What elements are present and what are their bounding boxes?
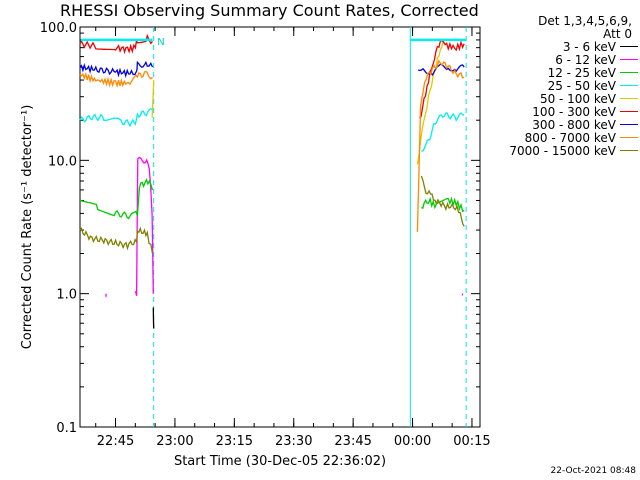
legend-swatch xyxy=(620,85,638,86)
series-300-800-kev xyxy=(79,60,154,79)
legend-item: 12 - 25 keV xyxy=(480,65,638,80)
legend-swatch xyxy=(620,150,638,151)
legend-label: 3 - 6 keV xyxy=(562,39,616,54)
y-axis-label: Corrected Count Rate (s⁻¹ detector⁻¹) xyxy=(20,104,35,350)
legend-swatch xyxy=(620,137,638,138)
legend-item: 25 - 50 keV xyxy=(480,78,638,93)
legend-label: 12 - 25 keV xyxy=(547,65,616,80)
legend-label: 25 - 50 keV xyxy=(547,78,616,93)
legend-swatch xyxy=(620,46,638,47)
chart-title: RHESSI Observing Summary Count Rates, Co… xyxy=(60,1,479,20)
legend-label: 100 - 300 keV xyxy=(532,104,616,119)
legend-swatch xyxy=(620,98,638,99)
series-50-100-kev xyxy=(416,39,445,165)
x-tick-label: 23:45 xyxy=(334,434,371,449)
series-100-300-kev xyxy=(79,33,153,55)
y-tick-label: 100.0 xyxy=(40,21,77,36)
y-tick-label: 10.0 xyxy=(48,154,77,169)
legend-item: 3 - 6 keV xyxy=(480,39,638,54)
legend-item: 300 - 800 keV xyxy=(480,117,638,132)
series-12-25-kev xyxy=(421,196,465,213)
series-6-12-kev xyxy=(134,156,154,296)
legend-label: 50 - 100 keV xyxy=(539,91,616,106)
chart-legend: 3 - 6 keV 6 - 12 keV 12 - 25 keV 25 - 50 ke… xyxy=(480,39,638,158)
flag-letter: N xyxy=(157,37,164,48)
series-25-50-kev xyxy=(421,112,465,152)
legend-swatch xyxy=(620,72,638,73)
x-tick-label: 00:15 xyxy=(453,434,490,449)
legend-swatch xyxy=(620,59,638,60)
legend-swatch xyxy=(620,124,638,125)
plot-timestamp: 22-Oct-2021 08:48 xyxy=(550,466,636,476)
legend-label: 300 - 800 keV xyxy=(532,117,616,132)
legend-item: 6 - 12 keV xyxy=(480,52,638,67)
legend-swatch xyxy=(620,111,638,112)
y-tick-label: 1.0 xyxy=(56,288,77,303)
legend-header-line-1: Det 1,3,4,5,6,9, xyxy=(538,14,632,28)
series-7000-15000-kev xyxy=(420,175,465,227)
y-tick-label: 0.1 xyxy=(56,421,77,436)
series-12-25-kev xyxy=(79,178,154,220)
series-800-7000-kev xyxy=(79,70,153,89)
legend-item: 100 - 300 keV xyxy=(480,104,638,119)
legend-item: 50 - 100 keV xyxy=(480,91,638,106)
x-tick-label: 00:00 xyxy=(394,434,431,449)
legend-label: 800 - 7000 keV xyxy=(524,130,616,145)
x-tick-label: 23:00 xyxy=(156,434,193,449)
x-tick-label: 23:15 xyxy=(216,434,253,449)
x-axis-label: Start Time (30-Dec-05 22:36:02) xyxy=(173,454,387,469)
legend-label: 7000 - 15000 keV xyxy=(509,143,616,158)
series-25-50-kev xyxy=(79,107,153,128)
series-50-100-kev xyxy=(151,80,155,118)
series-7000-15000-kev xyxy=(79,226,154,254)
x-tick-label: 23:30 xyxy=(275,434,312,449)
series-800-7000-kev xyxy=(416,59,465,232)
legend-item: 7000 - 15000 keV xyxy=(480,143,638,158)
legend-header-line-2: Att 0 xyxy=(603,27,632,41)
series-300-800-kev xyxy=(418,63,465,77)
legend-item: 800 - 7000 keV xyxy=(480,130,638,145)
plot-frame xyxy=(79,26,481,428)
legend-label: 6 - 12 keV xyxy=(555,52,616,67)
x-tick-label: 22:45 xyxy=(97,434,134,449)
